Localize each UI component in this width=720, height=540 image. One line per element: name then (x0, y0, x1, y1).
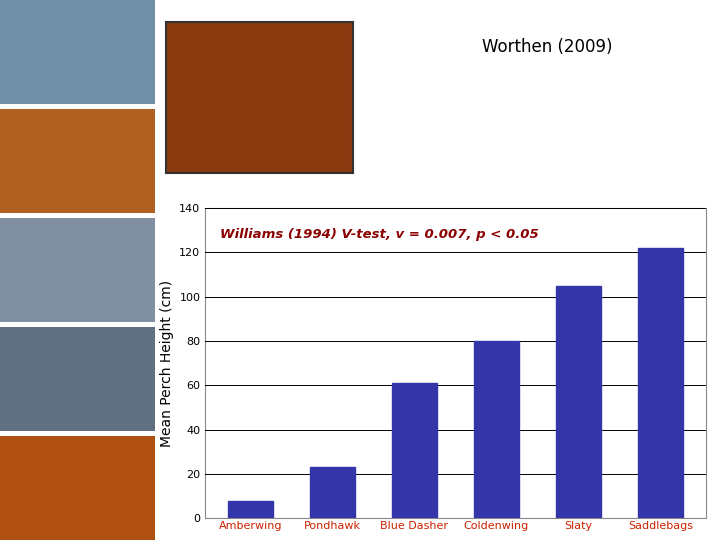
Bar (392, 383, 437, 518)
Text: Worthen (2009): Worthen (2009) (482, 38, 613, 56)
Bar (310, 468, 355, 518)
Bar (228, 501, 273, 518)
Y-axis label: Mean Perch Height (cm): Mean Perch Height (cm) (160, 280, 174, 447)
Text: Williams (1994) V-test, v = 0.007, p < 0.05: Williams (1994) V-test, v = 0.007, p < 0… (220, 228, 539, 241)
Bar (556, 286, 601, 518)
Bar (474, 341, 519, 518)
Bar (638, 248, 683, 518)
